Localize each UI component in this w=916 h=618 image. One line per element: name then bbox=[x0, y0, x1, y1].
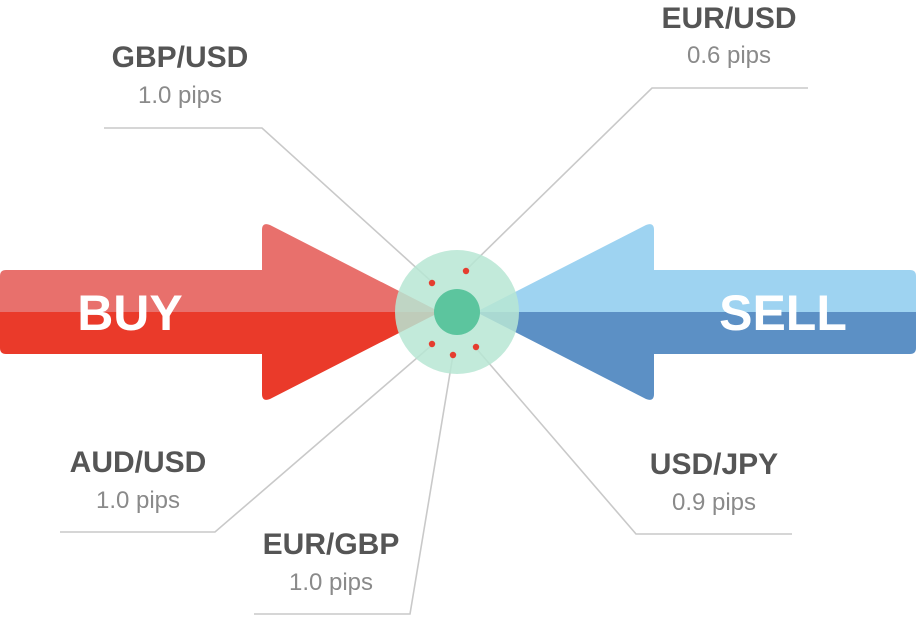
sell-label: SELL bbox=[719, 285, 847, 341]
leader-line-eurgbp bbox=[254, 354, 454, 615]
spread-label-audusd: AUD/USD 1.0 pips bbox=[70, 446, 207, 514]
buy-label: BUY bbox=[77, 285, 183, 341]
center-dot-eurusd bbox=[462, 267, 470, 275]
pair-name: AUD/USD bbox=[70, 446, 207, 479]
leader-lines bbox=[60, 87, 808, 615]
center-dot-eurgbp bbox=[449, 351, 457, 359]
pips-value: 1.0 pips bbox=[138, 82, 222, 109]
center-dot-gbpusd bbox=[428, 279, 436, 287]
pips-value: 1.0 pips bbox=[289, 569, 373, 596]
leader-line-gbpusd bbox=[104, 127, 433, 283]
pair-name: USD/JPY bbox=[650, 448, 778, 481]
buy-arrow-top-half bbox=[0, 224, 440, 312]
center-dot-audusd bbox=[428, 340, 436, 348]
pair-name: GBP/USD bbox=[112, 41, 249, 74]
spread-label-eurusd: EUR/USD 0.6 pips bbox=[661, 2, 796, 69]
sell-arrow: SELL bbox=[476, 224, 916, 400]
pair-name: EUR/USD bbox=[661, 2, 796, 35]
leader-line-audusd bbox=[60, 344, 433, 533]
spread-label-eurgbp: EUR/GBP 1.0 pips bbox=[263, 528, 400, 596]
pair-name: EUR/GBP bbox=[263, 528, 400, 561]
leader-line-usdjpy bbox=[474, 346, 792, 535]
spread-label-gbpusd: GBP/USD 1.0 pips bbox=[112, 41, 249, 109]
pips-value: 1.0 pips bbox=[96, 487, 180, 514]
spread-label-usdjpy: USD/JPY 0.9 pips bbox=[650, 448, 778, 516]
sell-arrow-top-half bbox=[476, 224, 916, 312]
sell-arrow-bottom-half bbox=[476, 312, 916, 400]
pips-value: 0.9 pips bbox=[672, 489, 756, 516]
buy-arrow-bottom-half bbox=[0, 312, 440, 400]
center-target bbox=[395, 250, 519, 374]
leader-line-eurusd bbox=[465, 87, 808, 271]
buy-arrow: BUY bbox=[0, 224, 440, 400]
center-dot-usdjpy bbox=[472, 343, 480, 351]
center-core bbox=[434, 289, 480, 335]
pips-value: 0.6 pips bbox=[687, 42, 771, 69]
